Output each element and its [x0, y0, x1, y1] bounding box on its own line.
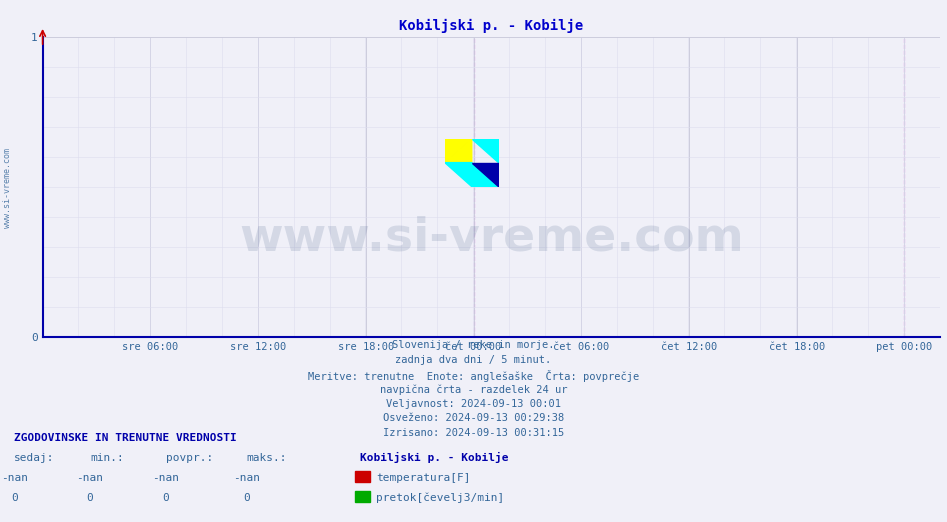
- Text: pretok[čevelj3/min]: pretok[čevelj3/min]: [376, 492, 504, 503]
- Text: temperatura[F]: temperatura[F]: [376, 473, 471, 483]
- Text: 0: 0: [162, 493, 170, 503]
- Title: Kobiljski p. - Kobilje: Kobiljski p. - Kobilje: [400, 18, 583, 32]
- Text: -nan: -nan: [77, 473, 103, 483]
- Text: Veljavnost: 2024-09-13 00:01: Veljavnost: 2024-09-13 00:01: [386, 399, 561, 409]
- Text: -nan: -nan: [1, 473, 27, 483]
- Text: povpr.:: povpr.:: [166, 453, 213, 463]
- Text: www.si-vreme.com: www.si-vreme.com: [3, 148, 12, 228]
- Text: -nan: -nan: [152, 473, 179, 483]
- Text: zadnja dva dni / 5 minut.: zadnja dva dni / 5 minut.: [396, 355, 551, 365]
- Text: Izrisano: 2024-09-13 00:31:15: Izrisano: 2024-09-13 00:31:15: [383, 428, 564, 438]
- Text: maks.:: maks.:: [246, 453, 287, 463]
- Text: Meritve: trenutne  Enote: anglešaške  Črta: povprečje: Meritve: trenutne Enote: anglešaške Črta…: [308, 370, 639, 382]
- Text: navpična črta - razdelek 24 ur: navpična črta - razdelek 24 ur: [380, 384, 567, 395]
- Text: www.si-vreme.com: www.si-vreme.com: [240, 215, 743, 260]
- Text: Osveženo: 2024-09-13 00:29:38: Osveženo: 2024-09-13 00:29:38: [383, 413, 564, 423]
- Text: ZGODOVINSKE IN TRENUTNE VREDNOSTI: ZGODOVINSKE IN TRENUTNE VREDNOSTI: [14, 433, 237, 443]
- Text: -nan: -nan: [233, 473, 259, 483]
- Text: Slovenija / reke in morje.: Slovenija / reke in morje.: [392, 340, 555, 350]
- Text: 0: 0: [10, 493, 18, 503]
- Text: 0: 0: [86, 493, 94, 503]
- Text: 0: 0: [242, 493, 250, 503]
- Text: min.:: min.:: [90, 453, 124, 463]
- Text: Kobiljski p. - Kobilje: Kobiljski p. - Kobilje: [360, 452, 509, 463]
- Text: sedaj:: sedaj:: [14, 453, 55, 463]
